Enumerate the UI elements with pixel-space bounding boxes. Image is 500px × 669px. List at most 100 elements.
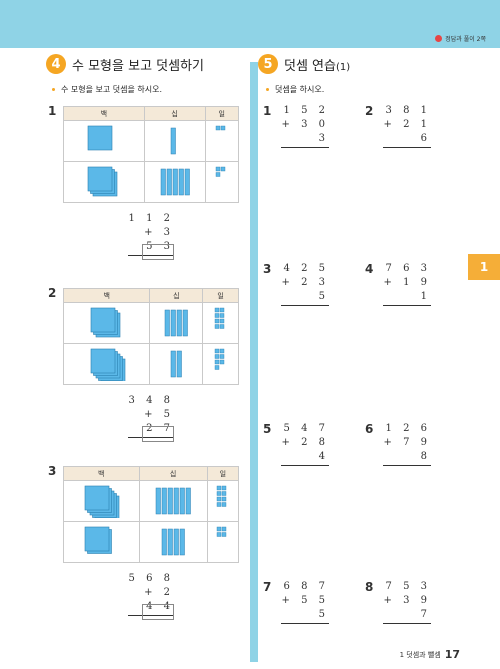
addition-expression: 3 8 1 + 2 1 6 <box>383 104 431 148</box>
addend-bottom: + 7 9 8 <box>383 437 431 462</box>
addend-top: 3 4 8 <box>128 395 174 406</box>
bullet-icon <box>266 88 269 91</box>
sum-line <box>128 615 174 616</box>
sum-line <box>383 147 431 148</box>
addition-expression: 5 6 8 + 2 4 4 <box>128 572 174 616</box>
addition-expression: 4 2 5 + 2 3 5 <box>281 262 329 306</box>
addend-bottom: + 2 8 4 <box>281 437 329 462</box>
addition-expression: 1 2 6 + 7 9 8 <box>383 422 431 466</box>
section-title-suffix: (1) <box>335 61 351 73</box>
top-band <box>0 0 500 48</box>
sum-line <box>383 305 431 306</box>
addend-top: 7 6 3 <box>385 263 431 274</box>
addend-bottom: + 1 9 1 <box>383 277 431 302</box>
answer-box[interactable] <box>142 426 174 442</box>
addend-top: 4 2 5 <box>283 263 329 274</box>
problem-number: 2 <box>365 104 374 118</box>
tens-rods <box>138 480 208 522</box>
ones-units <box>202 343 239 385</box>
addend-top: 1 2 6 <box>385 423 431 434</box>
column-header: 백 <box>63 466 140 481</box>
chapter-side-tab: 1 <box>468 254 500 280</box>
answer-reference: 정답과 풀이 2쪽 <box>435 34 486 43</box>
column-header: 십 <box>143 106 206 121</box>
left-instruction: 수 모형을 보고 덧셈을 하시오. <box>52 84 162 95</box>
addend-top: 5 4 7 <box>283 423 329 434</box>
addend-top: 1 5 2 <box>283 105 329 116</box>
addition-expression: 6 8 7 + 5 5 5 <box>281 580 329 624</box>
column-header: 일 <box>206 466 240 481</box>
sum-line <box>281 147 329 148</box>
problem-number: 5 <box>263 422 272 436</box>
addend-top: 5 6 8 <box>128 573 174 584</box>
column-header: 십 <box>149 288 204 303</box>
problem-number: 2 <box>48 286 57 300</box>
addend-top: 1 1 2 <box>128 213 174 224</box>
addition-expression: 7 6 3 + 1 9 1 <box>383 262 431 306</box>
sum-line <box>383 623 431 624</box>
tens-rods <box>143 120 206 162</box>
page-number: 17 <box>444 648 460 661</box>
addend-bottom: + 2 4 4 <box>144 587 174 612</box>
hundreds-blocks <box>62 343 151 385</box>
addition-expression: 3 4 8 + 5 2 7 <box>128 394 174 438</box>
footer-chapter: 1 덧셈과 뺄셈 <box>399 650 441 659</box>
problem-number: 8 <box>365 580 374 594</box>
answer-box[interactable] <box>142 604 174 620</box>
ones-units <box>202 302 239 344</box>
left-section-header: 4 수 모형을 보고 덧셈하기 <box>46 54 204 74</box>
page-divider <box>250 62 258 662</box>
answer-reference-text: 정답과 풀이 2쪽 <box>445 36 486 43</box>
hundreds-blocks <box>63 120 145 162</box>
addend-top: 6 8 7 <box>283 581 329 592</box>
ones-units <box>206 521 240 563</box>
column-header: 일 <box>204 106 240 121</box>
column-header: 십 <box>138 466 208 481</box>
right-panel <box>258 48 500 658</box>
tens-rods <box>143 161 206 203</box>
problem-number: 1 <box>263 104 272 118</box>
addend-bottom: + 3 5 3 <box>144 227 174 252</box>
problem-number: 3 <box>48 464 57 478</box>
section-number-badge: 4 <box>46 54 66 74</box>
hundreds-blocks <box>63 161 145 203</box>
right-instruction: 덧셈을 하시오. <box>266 84 324 95</box>
addend-bottom: + 2 3 5 <box>281 277 329 302</box>
hundreds-blocks <box>63 521 140 563</box>
problem-number: 4 <box>365 262 374 276</box>
sum-line <box>128 437 174 438</box>
tens-rods <box>149 302 204 344</box>
tens-rods <box>149 343 204 385</box>
column-header: 백 <box>62 288 151 303</box>
problem-number: 1 <box>48 104 57 118</box>
right-section-header: 5 덧셈 연습(1) <box>258 54 350 74</box>
addend-top: 3 8 1 <box>385 105 431 116</box>
instruction-text: 덧셈을 하시오. <box>275 85 325 94</box>
sum-line <box>128 255 174 256</box>
problem-number: 3 <box>263 262 272 276</box>
section-number-badge: 5 <box>258 54 278 74</box>
ones-units <box>204 120 240 162</box>
ones-units <box>204 161 240 203</box>
addend-bottom: + 3 0 3 <box>281 119 329 144</box>
sum-line <box>281 465 329 466</box>
bullet-icon <box>52 88 55 91</box>
addend-bottom: + 3 9 7 <box>383 595 431 620</box>
answer-dot-icon <box>435 35 443 42</box>
problem-number: 7 <box>263 580 272 594</box>
column-header: 백 <box>63 106 145 121</box>
addition-expression: 1 5 2 + 3 0 3 <box>281 104 329 148</box>
addend-top: 7 5 3 <box>385 581 431 592</box>
column-header: 일 <box>202 288 239 303</box>
addition-expression: 7 5 3 + 3 9 7 <box>383 580 431 624</box>
answer-box[interactable] <box>142 244 174 260</box>
tens-rods <box>138 521 208 563</box>
sum-line <box>383 465 431 466</box>
sum-line <box>281 305 329 306</box>
addend-bottom: + 2 1 6 <box>383 119 431 144</box>
addition-expression: 5 4 7 + 2 8 4 <box>281 422 329 466</box>
addend-bottom: + 5 2 7 <box>144 409 174 434</box>
section-title-text: 덧셈 연습 <box>284 58 336 74</box>
